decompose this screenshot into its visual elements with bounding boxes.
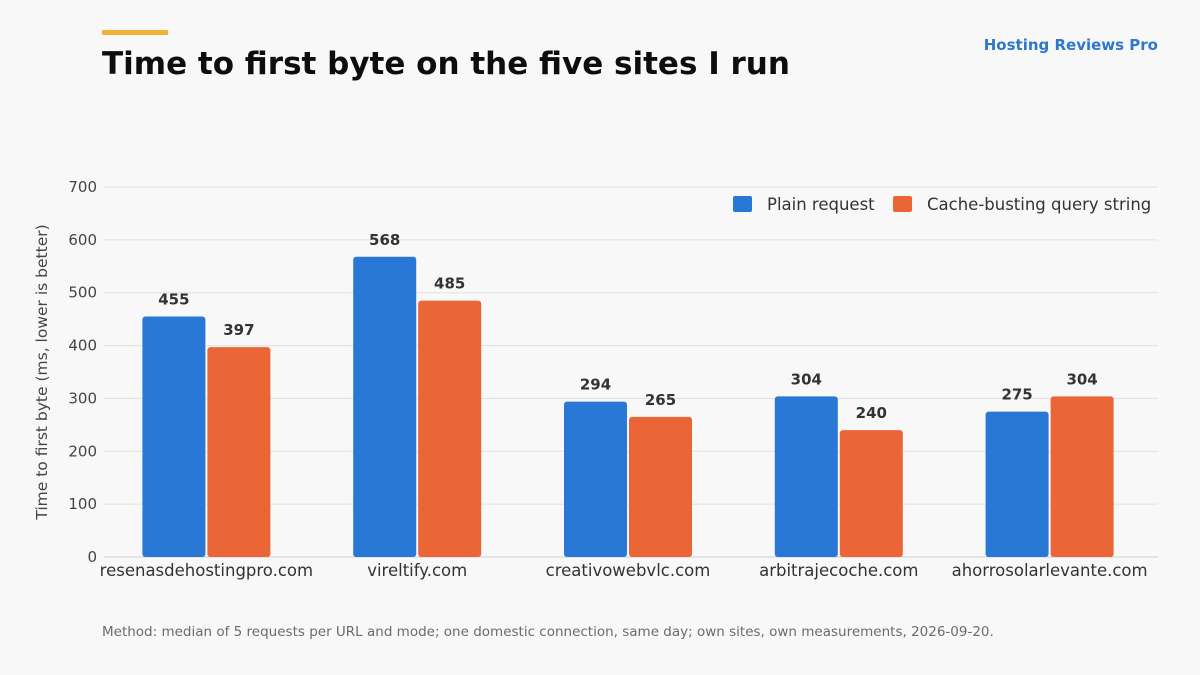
y-tick-label: 300: [68, 389, 97, 407]
legend-swatch-cache-busting: [893, 196, 912, 212]
bar-plain: [142, 316, 206, 557]
bar-cache-busting: [629, 416, 692, 557]
x-tick-label: creativowebvlc.com: [546, 561, 711, 580]
y-tick-label: 200: [68, 442, 97, 460]
data-label: 568: [369, 231, 400, 249]
y-tick-label: 100: [68, 495, 97, 513]
brand-name: Hosting Reviews Pro: [983, 36, 1158, 54]
data-label: 275: [1001, 386, 1032, 404]
data-label: 485: [434, 275, 465, 293]
bar-cache-busting: [839, 430, 903, 557]
data-label: 397: [223, 321, 254, 339]
legend-label: Plain request: [767, 195, 875, 214]
data-label: 455: [158, 291, 189, 309]
title-accent-bar: [102, 30, 168, 35]
legend-label: Cache-busting query string: [927, 195, 1151, 214]
bar-cache-busting: [418, 300, 482, 557]
bar-plain: [774, 396, 838, 557]
page-title: Time to first byte on the five sites I r…: [102, 46, 790, 82]
data-label: 240: [856, 404, 887, 422]
bar-plain: [353, 256, 417, 557]
y-tick-label: 600: [68, 231, 97, 249]
bar-cache-busting: [1050, 396, 1114, 557]
x-tick-label: arbitrajecoche.com: [759, 561, 918, 580]
y-tick-label: 500: [68, 284, 97, 302]
methodology-footnote: Method: median of 5 requests per URL and…: [102, 624, 994, 640]
y-tick-label: 700: [68, 178, 97, 196]
y-axis-label: Time to first byte (ms, lower is better): [33, 224, 51, 520]
x-tick-label: resenasdehostingpro.com: [100, 561, 313, 580]
x-tick-label: ahorrosolarlevante.com: [952, 561, 1148, 580]
bar-chart: 0 100 200 300 400 500 600 700 Time to first byte…: [33, 178, 1158, 580]
legend-swatch-plain: [733, 196, 752, 212]
bar-cache-busting: [207, 347, 271, 557]
bar-plain: [985, 411, 1049, 557]
data-label: 304: [1066, 370, 1097, 388]
bar-plain: [564, 401, 627, 557]
y-tick-label: 0: [87, 548, 97, 566]
data-label: 265: [645, 391, 676, 409]
data-label: 304: [791, 370, 822, 388]
data-label: 294: [580, 376, 611, 394]
x-tick-label: vireltify.com: [367, 561, 467, 580]
y-tick-label: 400: [68, 337, 97, 355]
